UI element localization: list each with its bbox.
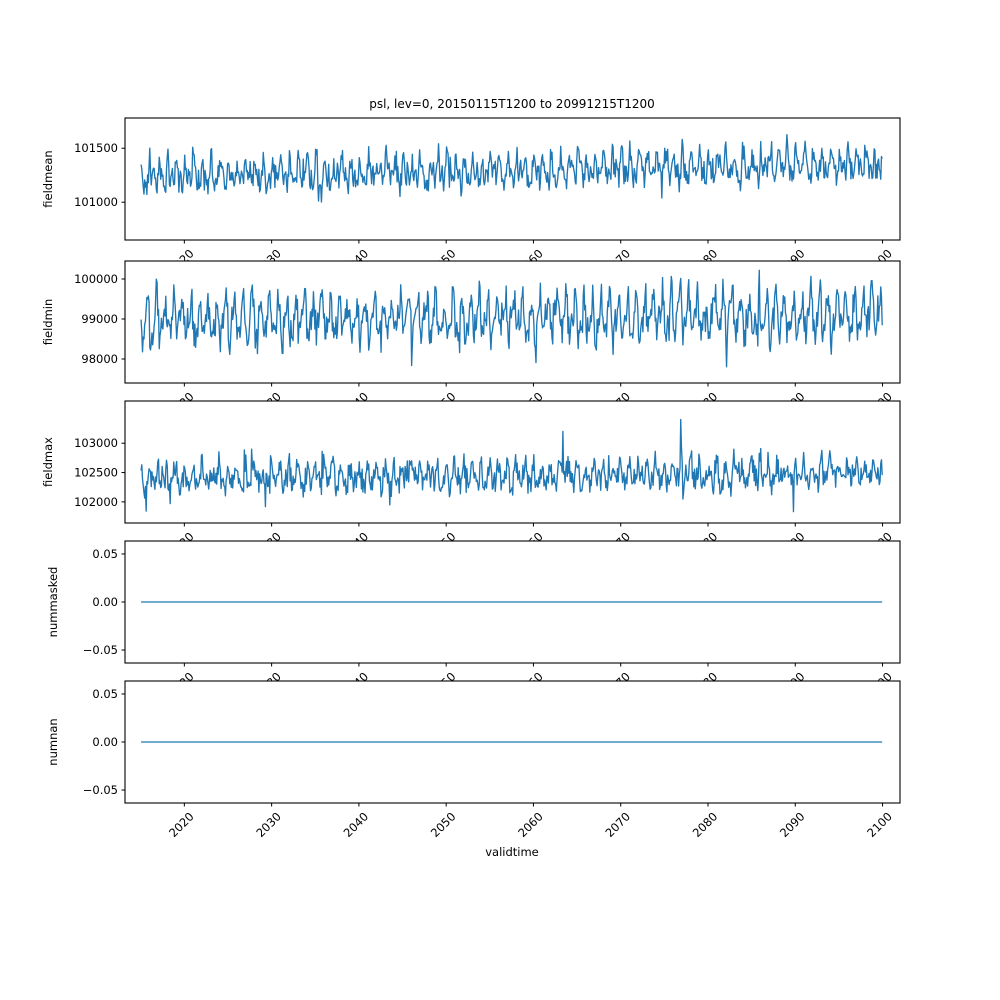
x-tick-label: 2030 [253, 809, 284, 840]
y-axis-label-fieldmax: fieldmax [41, 437, 55, 487]
y-tick-label: 0.00 [92, 595, 118, 609]
y-axis-label-fieldmean: fieldmean [41, 150, 55, 207]
x-tick-label: 2090 [777, 809, 808, 840]
y-tick-label: 0.05 [92, 547, 118, 561]
panel-numnan: −0.05 0.00 0.05 numnan 2020 2030 2040 2050 2060 2… [46, 680, 901, 840]
y-tick-label: 101500 [74, 141, 118, 155]
x-tick-label: 2070 [602, 809, 633, 840]
y-tick-label: 0.05 [92, 687, 118, 701]
y-tick-label: −0.05 [83, 783, 118, 797]
y-tick-label: 101000 [74, 195, 118, 209]
data-line-fieldmin [140, 269, 883, 368]
y-axis-label-numnan: numnan [46, 718, 60, 765]
y-tick-label: 103000 [74, 436, 118, 450]
panel-nummasked: −0.050.000.05nummasked202020302040205020… [46, 540, 901, 700]
x-axis-label: validtime [485, 845, 539, 859]
x-tick-label: 2100 [864, 809, 895, 840]
x-tick-label: 2050 [428, 809, 459, 840]
x-tick-label: 2020 [166, 809, 197, 840]
y-tick-label: 100000 [74, 272, 118, 286]
panel-frame-fieldmax [124, 400, 901, 524]
y-tick-label: 99000 [81, 312, 118, 326]
x-tick-label: 2080 [690, 809, 721, 840]
y-axis-label-fieldmin: fieldmin [41, 299, 55, 346]
panel-fieldmin: 9800099000100000fieldmin2020203020402050… [41, 260, 901, 420]
y-tick-label: −0.05 [83, 643, 118, 657]
y-axis-label-nummasked: nummasked [46, 567, 60, 638]
y-tick-label: 98000 [81, 352, 118, 366]
x-tick-label: 2040 [341, 809, 372, 840]
y-tick-label: 0.00 [92, 735, 118, 749]
x-tick-label: 2060 [515, 809, 546, 840]
y-tick-label: 102500 [74, 466, 118, 480]
y-tick-label: 102000 [74, 495, 118, 509]
panel-fieldmean: 101000101500fieldmean2020203020402050206… [41, 117, 901, 277]
panel-fieldmax: 102000102500103000fieldmax20202030204020… [41, 400, 901, 560]
chart-title: psl, lev=0, 20150115T1200 to 20991215T12… [369, 97, 655, 111]
data-line-fieldmean [140, 134, 883, 203]
data-line-fieldmax [140, 418, 883, 513]
